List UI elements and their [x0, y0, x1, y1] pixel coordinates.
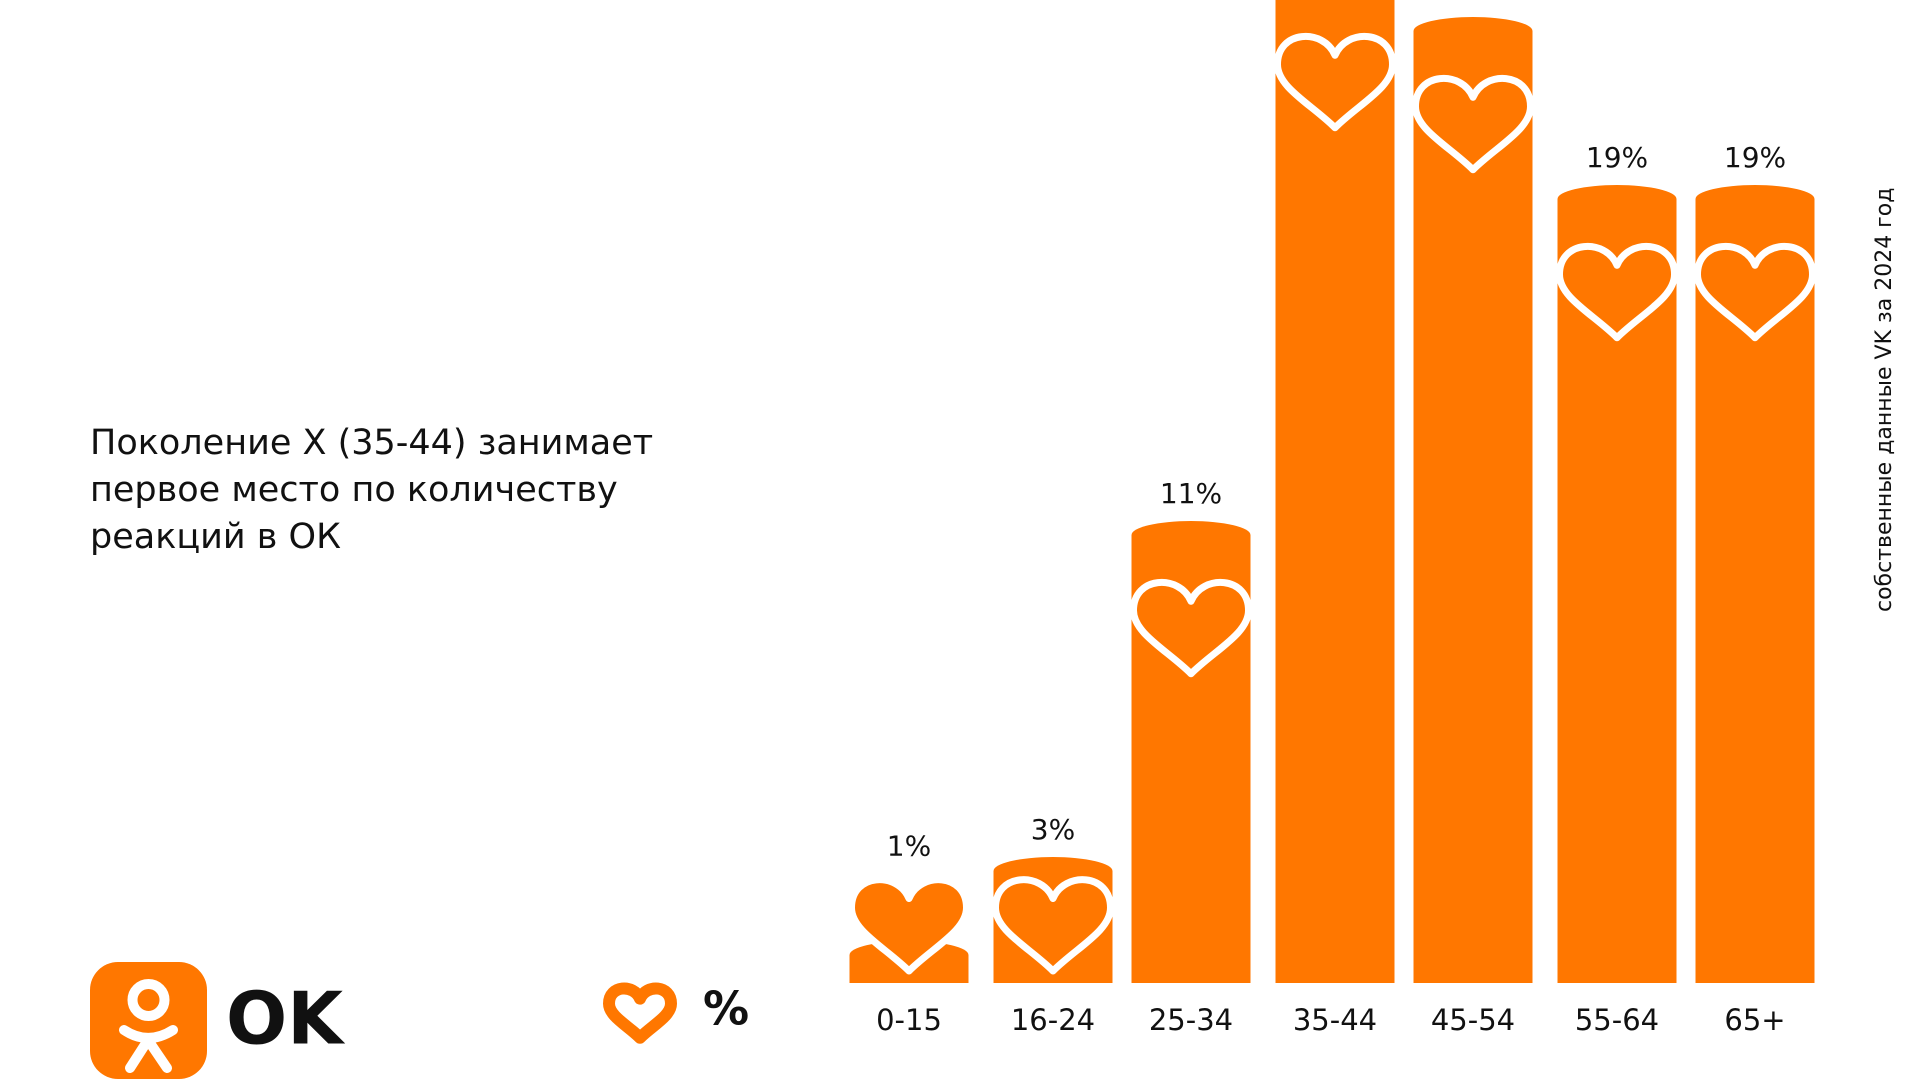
source-note: собственные данные VK за 2024 год [1872, 188, 1897, 612]
bar-heart [992, 876, 1114, 975]
x-tick-label: 0-15 [876, 1003, 942, 1037]
x-tick-label: 55-64 [1575, 1003, 1659, 1037]
bar-heart [1694, 242, 1816, 342]
value-label: 11% [1160, 477, 1222, 510]
logo: OK [90, 962, 345, 1079]
x-tick-label: 45-54 [1431, 1003, 1515, 1037]
x-tick-label: 25-34 [1149, 1003, 1233, 1037]
bar [1557, 185, 1677, 984]
bar-heart [848, 876, 970, 975]
logo-body [119, 1025, 178, 1073]
headline: Поколение X (35-44) занимает первое мест… [90, 423, 654, 557]
value-label: 23% [1442, 0, 1504, 6]
legend-label: % [703, 982, 749, 1036]
logo-head [127, 979, 170, 1021]
headline-text: Поколение X (35-44) занимает первое мест… [90, 423, 654, 557]
bar-heart [1556, 242, 1678, 342]
x-tick-label: 35-44 [1293, 1003, 1377, 1037]
bar [1695, 185, 1815, 984]
logo-text: OK [226, 977, 345, 1061]
value-label: 1% [887, 829, 931, 862]
bar-heart [1130, 578, 1252, 678]
legend-heart [603, 982, 677, 1044]
bar-heart [1412, 74, 1534, 174]
bar [1275, 0, 1395, 983]
headline-box: Поколение X (35-44) занимает первое мест… [90, 423, 654, 557]
x-tick-label: 16-24 [1011, 1003, 1095, 1037]
x-tick-label: 65+ [1724, 1003, 1785, 1037]
value-label: 3% [1031, 813, 1075, 846]
value-label: 19% [1586, 141, 1648, 174]
value-label: 19% [1724, 141, 1786, 174]
bar-heart [1274, 32, 1396, 132]
bar [1413, 17, 1533, 984]
legend: % [603, 982, 749, 1044]
